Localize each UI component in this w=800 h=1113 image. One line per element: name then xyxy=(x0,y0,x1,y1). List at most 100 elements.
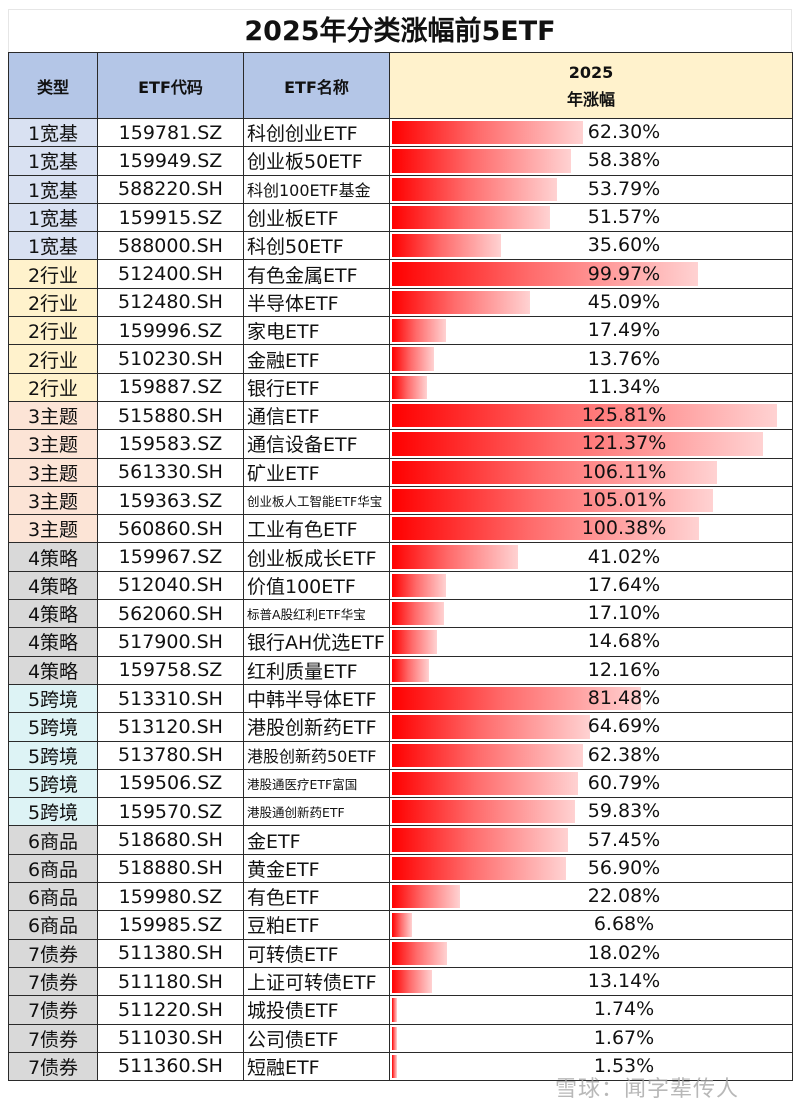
data-bar xyxy=(392,771,579,796)
gain-value: 81.48% xyxy=(587,687,661,710)
name-cell: 港股创新药50ETF xyxy=(243,740,390,770)
gain-value: 60.79% xyxy=(587,771,661,794)
name-cell: 创业板人工智能ETF华宝 xyxy=(243,485,390,516)
table-row: 6商品 159980.SZ 有色ETF 22.08% xyxy=(8,882,793,912)
name-cell: 上证可转债ETF xyxy=(243,966,390,997)
gain-cell: 22.08% xyxy=(389,882,793,912)
code-cell: 510230.SH xyxy=(97,344,244,374)
gain-value: 100.38% xyxy=(581,517,667,540)
type-cell: 7债券 xyxy=(8,1051,98,1082)
code-cell: 513780.SH xyxy=(97,740,244,770)
gain-cell: 100.38% xyxy=(389,514,793,544)
gain-cell: 62.30% xyxy=(389,117,793,148)
table-row: 2行业 510230.SH 金融ETF 13.76% xyxy=(8,344,793,374)
name-cell: 豆粕ETF xyxy=(243,910,390,940)
type-cell: 3主题 xyxy=(8,485,98,516)
name-cell: 银行ETF xyxy=(243,372,390,402)
code-cell: 511220.SH xyxy=(97,995,244,1025)
name-cell: 金融ETF xyxy=(243,344,390,374)
data-bar xyxy=(392,658,430,682)
code-cell: 159506.SZ xyxy=(97,768,244,799)
type-cell: 7债券 xyxy=(8,1023,98,1053)
code-cell: 512040.SH xyxy=(97,570,244,601)
data-bar xyxy=(392,177,557,201)
gain-value: 17.10% xyxy=(587,602,661,625)
data-bar xyxy=(392,743,583,767)
type-cell: 5跨境 xyxy=(8,683,98,714)
gain-value: 18.02% xyxy=(587,941,661,964)
data-bar xyxy=(392,121,583,145)
table-row: 4策略 159758.SZ 红利质量ETF 12.16% xyxy=(8,655,793,685)
gain-cell: 17.10% xyxy=(389,599,793,629)
table-row: 2行业 512400.SH 有色金属ETF 99.97% xyxy=(8,259,793,289)
type-cell: 4策略 xyxy=(8,627,98,657)
table-row: 7债券 511380.SH 可转债ETF 18.02% xyxy=(8,938,793,968)
gain-cell: 106.11% xyxy=(389,457,793,487)
table-row: 2行业 159996.SZ 家电ETF 17.49% xyxy=(8,316,793,346)
table-row: 2行业 512480.SH 半导体ETF 45.09% xyxy=(8,287,793,318)
name-cell: 有色金属ETF xyxy=(243,259,390,289)
data-bar xyxy=(392,885,460,909)
table-row: 7债券 511030.SH 公司债ETF 1.67% xyxy=(8,1023,793,1053)
table-row: 3主题 561330.SH 矿业ETF 106.11% xyxy=(8,457,793,487)
type-cell: 2行业 xyxy=(8,287,98,318)
table-row: 1宽基 159781.SZ 科创创业ETF 62.30% xyxy=(8,117,793,148)
code-cell: 159363.SZ xyxy=(97,485,244,516)
data-bar xyxy=(392,998,398,1022)
type-cell: 5跨境 xyxy=(8,797,98,827)
etf-gain-sheet: 2025年分类涨幅前5ETF 类型 ETF代码 ETF名称 2025 年涨幅 1… xyxy=(8,9,793,1082)
gain-value: 62.30% xyxy=(587,121,661,144)
name-cell: 半导体ETF xyxy=(243,287,390,318)
gain-value: 13.14% xyxy=(587,970,661,993)
code-cell: 511380.SH xyxy=(97,938,244,968)
data-bar xyxy=(392,460,717,484)
data-bar xyxy=(392,347,435,371)
name-cell: 创业板成长ETF xyxy=(243,542,390,572)
data-bar xyxy=(392,969,433,994)
gain-cell: 56.90% xyxy=(389,853,793,884)
gain-value: 64.69% xyxy=(587,715,661,738)
gain-cell: 53.79% xyxy=(389,174,793,204)
code-cell: 518880.SH xyxy=(97,853,244,884)
gain-value: 125.81% xyxy=(581,404,667,427)
type-cell: 1宽基 xyxy=(8,231,98,261)
data-bar xyxy=(392,205,550,230)
data-bar xyxy=(392,800,576,824)
gain-value: 41.02% xyxy=(587,545,661,568)
gain-cell: 125.81% xyxy=(389,400,793,431)
data-bar xyxy=(392,1026,398,1050)
name-cell: 通信ETF xyxy=(243,400,390,431)
data-bar xyxy=(392,715,590,739)
code-cell: 511030.SH xyxy=(97,1023,244,1053)
gain-cell: 1.53% xyxy=(389,1051,793,1082)
code-cell: 511360.SH xyxy=(97,1051,244,1082)
type-cell: 1宽基 xyxy=(8,117,98,148)
type-cell: 5跨境 xyxy=(8,740,98,770)
table-row: 5跨境 513120.SH 港股创新药ETF 64.69% xyxy=(8,712,793,742)
name-cell: 有色ETF xyxy=(243,882,390,912)
gain-value: 62.38% xyxy=(587,743,661,766)
data-bar xyxy=(392,517,700,541)
table-row: 7债券 511360.SH 短融ETF 1.53% xyxy=(8,1051,793,1082)
type-cell: 2行业 xyxy=(8,372,98,402)
data-bar xyxy=(392,913,413,937)
type-cell: 2行业 xyxy=(8,259,98,289)
table-row: 4策略 562060.SH 标普A股红利ETF华宝 17.10% xyxy=(8,599,793,629)
gain-value: 17.49% xyxy=(587,319,661,342)
type-cell: 3主题 xyxy=(8,457,98,487)
gain-cell: 11.34% xyxy=(389,372,793,402)
code-cell: 561330.SH xyxy=(97,457,244,487)
gain-cell: 1.67% xyxy=(389,1023,793,1053)
data-bar xyxy=(392,234,501,258)
gain-value: 105.01% xyxy=(581,489,667,511)
name-cell: 矿业ETF xyxy=(243,457,390,487)
name-cell: 科创创业ETF xyxy=(243,117,390,148)
table-row: 1宽基 159949.SZ 创业板50ETF 58.38% xyxy=(8,146,793,176)
code-cell: 588220.SH xyxy=(97,174,244,204)
type-cell: 5跨境 xyxy=(8,712,98,742)
gain-cell: 12.16% xyxy=(389,655,793,685)
header-gain-year: 2025 xyxy=(568,62,614,82)
code-cell: 518680.SH xyxy=(97,825,244,855)
data-bar xyxy=(392,319,446,343)
table-row: 5跨境 513310.SH 中韩半导体ETF 81.48% xyxy=(8,683,793,714)
